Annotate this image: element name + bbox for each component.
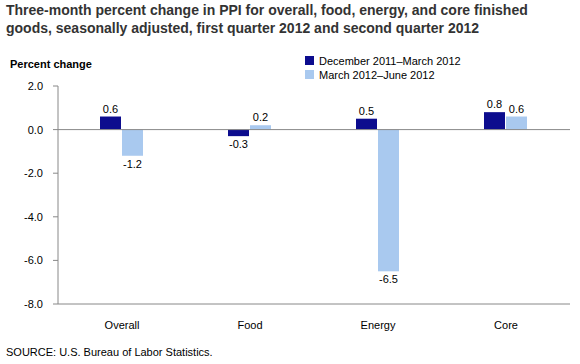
bar	[100, 117, 121, 130]
legend-swatch	[305, 56, 314, 65]
data-label: -6.5	[379, 273, 398, 285]
source: SOURCE: U.S. Bureau of Labor Statistics.	[6, 346, 213, 358]
data-labels: 0.6 -0.3 0.5 0.8 -1.2 0.2 -6.5 0.6	[103, 98, 524, 285]
bar	[250, 125, 271, 129]
bars	[100, 112, 527, 271]
y-tick	[53, 173, 58, 174]
y-tick	[53, 304, 58, 305]
title-line: goods, seasonally adjusted, first quarte…	[6, 20, 479, 36]
y-tick	[53, 129, 58, 130]
y-tick	[53, 86, 58, 87]
x-tick-label: Core	[494, 319, 518, 331]
bar	[484, 112, 505, 129]
data-label: 0.6	[103, 103, 118, 115]
chart: Three-month percent change in PPI for ov…	[0, 0, 580, 364]
y-tick-label: 0.0	[28, 124, 43, 136]
title-line: Three-month percent change in PPI for ov…	[6, 2, 528, 18]
data-label: 0.6	[509, 103, 524, 115]
y-tick	[53, 260, 58, 261]
x-tick-label: Food	[237, 319, 262, 331]
bar	[356, 119, 377, 130]
x-tick-label: Overall	[105, 319, 140, 331]
legend-label: March 2012–June 2012	[319, 69, 435, 81]
data-label: -1.2	[123, 158, 142, 170]
y-tick-label: -8.0	[24, 298, 43, 310]
bar	[506, 117, 527, 130]
title: Three-month percent change in PPI for ov…	[6, 2, 528, 36]
y-axis	[58, 86, 59, 304]
data-label: 0.2	[253, 111, 268, 123]
y-tick-label: -6.0	[24, 254, 43, 266]
bar	[122, 130, 143, 156]
legend-swatch	[305, 70, 314, 79]
y-axis-label: Percent change	[10, 58, 92, 70]
y-tick-label: -4.0	[24, 211, 43, 223]
x-tick-label: Energy	[361, 319, 396, 331]
x-axis	[58, 304, 570, 305]
y-tick-label: 2.0	[28, 80, 43, 92]
legend: December 2011–March 2012 March 2012–June …	[305, 55, 461, 81]
bar	[378, 130, 399, 272]
bar	[228, 130, 249, 137]
data-label: 0.5	[359, 105, 374, 117]
data-label: 0.8	[487, 98, 502, 110]
y-tick-label: -2.0	[24, 167, 43, 179]
legend-label: December 2011–March 2012	[319, 55, 461, 67]
data-label: -0.3	[229, 138, 248, 150]
y-tick	[53, 216, 58, 217]
zero-line	[58, 129, 570, 130]
